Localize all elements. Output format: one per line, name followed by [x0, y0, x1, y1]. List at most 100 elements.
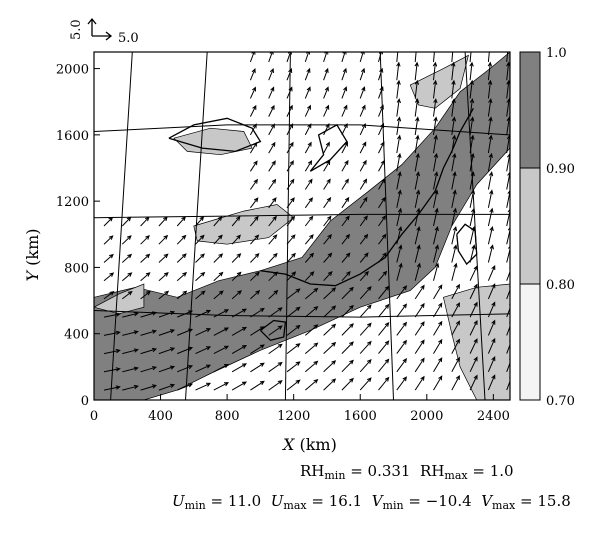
wind-arrow [158, 253, 169, 263]
coastline [168, 117, 262, 153]
wind-arrow [177, 365, 194, 373]
wind-arrow [140, 253, 151, 263]
wind-arrow [103, 312, 121, 318]
wind-arrow [304, 86, 311, 99]
wind-arrow [396, 339, 407, 354]
x-tick-label: 1200 [277, 409, 310, 424]
x-tick-label: 2400 [477, 409, 510, 424]
wind-arrow [451, 152, 457, 172]
wind-arrow [158, 310, 176, 318]
uv-stats: Umin = 11.0 Umax = 16.1 Vmin = −10.4 Vma… [172, 492, 571, 512]
wind-arrow [469, 98, 475, 117]
y-tick-label: 0 [81, 394, 89, 409]
wind-arrow [487, 116, 493, 135]
x-axis-ticks: 0 400 800 1200 1600 2000 2400 [90, 394, 510, 424]
wind-arrow [268, 252, 278, 263]
wind-arrow [195, 290, 206, 300]
wind-arrow [103, 216, 114, 227]
v-max-value: 15.8 [537, 492, 571, 510]
humidity-region [94, 52, 510, 400]
wind-arrow [378, 104, 384, 117]
wind-arrow [140, 366, 157, 373]
wind-arrow [341, 359, 354, 373]
wind-arrow [341, 122, 348, 136]
humidity-region [193, 204, 295, 245]
wind-arrow [414, 207, 421, 227]
wind-arrow [323, 215, 332, 227]
wind-arrow [359, 233, 369, 245]
wind-arrow [122, 348, 139, 355]
wind-arrow [195, 234, 205, 245]
wind-arrow [304, 271, 315, 282]
wind-arrow [122, 311, 139, 318]
wind-arrow [451, 356, 460, 373]
grid-line [110, 52, 133, 400]
wind-arrow [341, 141, 349, 154]
wind-arrow [140, 272, 151, 282]
grid-line [94, 310, 510, 318]
wind-arrow [231, 381, 248, 391]
wind-arrow [506, 245, 510, 263]
wind-arrow [451, 116, 457, 135]
rh-max-value: 1.0 [489, 462, 514, 480]
wind-arrow [323, 287, 337, 300]
rh-min-value: 0.331 [367, 462, 411, 480]
wind-arrow [396, 321, 407, 336]
wind-arrow [121, 272, 133, 282]
wind-arrow [378, 122, 385, 136]
wind-arrow [122, 330, 139, 336]
wind-arrow [469, 374, 478, 391]
reference-vector-y-label: 5.0 [69, 19, 84, 40]
wind-arrow [176, 234, 187, 245]
wind-arrow [414, 189, 421, 208]
colorbar-tick-label: 0.90 [546, 162, 575, 177]
wind-arrow [341, 233, 350, 245]
wind-arrow [249, 178, 258, 190]
wind-arrow [286, 123, 294, 136]
wind-arrow [359, 122, 366, 136]
wind-arrow [433, 52, 435, 62]
wind-arrow [414, 339, 425, 354]
y-axis-ticks: 0 400 800 1200 1600 2000 [56, 63, 100, 409]
wind-arrow [433, 207, 439, 227]
wind-arrow [213, 234, 223, 245]
grid-line [94, 124, 510, 136]
wind-arrow [213, 216, 223, 227]
wind-arrow [451, 302, 460, 318]
wind-arrow [268, 67, 274, 81]
wind-arrow [506, 116, 510, 135]
wind-arrow [304, 178, 313, 190]
wind-arrow [469, 116, 475, 135]
wind-arrow [122, 366, 139, 373]
wind-arrow [268, 160, 276, 172]
v-min-value: −10.4 [425, 492, 472, 510]
wind-arrow [487, 264, 496, 281]
reference-vector: 5.0 5.0 [69, 17, 139, 46]
wind-arrow [213, 309, 230, 318]
wind-arrow [268, 123, 275, 136]
wind-arrow [414, 79, 420, 99]
wind-arrow [323, 104, 330, 117]
wind-arrow [323, 141, 330, 154]
wind-arrow [213, 271, 224, 282]
wind-arrow [323, 378, 337, 391]
wind-arrow [378, 196, 386, 209]
wind-arrow [103, 253, 114, 263]
wind-arrow [469, 79, 474, 99]
wind-arrow [268, 104, 275, 117]
wind-arrow [140, 347, 157, 355]
wind-arrow [469, 61, 474, 81]
wind-arrow [176, 290, 188, 300]
wind-arrow [414, 61, 419, 81]
wind-arrow [268, 380, 283, 391]
wind-arrow [121, 216, 132, 227]
wind-arrow [469, 301, 478, 318]
wind-arrow [487, 283, 496, 300]
wind-arrow [396, 262, 403, 281]
wind-arrow [396, 285, 407, 300]
wind-arrow [487, 134, 493, 154]
x-axis-label: X (km) [281, 435, 337, 454]
wind-arrow [249, 86, 256, 99]
wind-arrow [249, 141, 258, 154]
colorbar-tick-label: 1.0 [546, 46, 567, 61]
